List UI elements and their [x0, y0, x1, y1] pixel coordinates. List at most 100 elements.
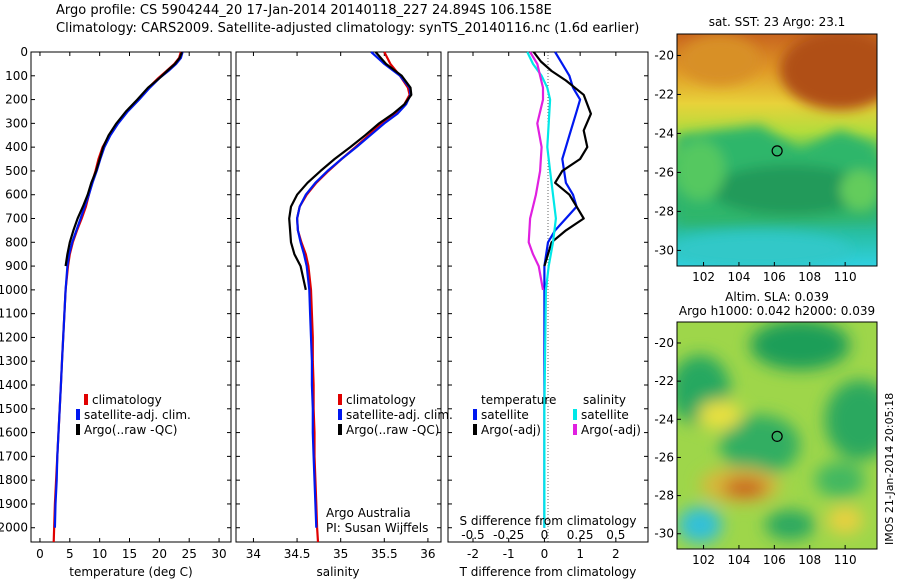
x-tick-label: -1 [503, 547, 515, 561]
temperature-axis: 0 5 10 15 20 25 300100200300400500600700800900… [0, 45, 231, 561]
y-tick-label: 1900 [0, 497, 28, 511]
map-x-tick-label: 106 [763, 553, 786, 567]
y-tick-label: 300 [5, 116, 28, 130]
difference-xlabel: T difference from climatology [459, 565, 637, 579]
figure-title-line1: Argo profile: CS 5904244_20 17-Jan-2014 … [56, 3, 552, 18]
map-y-tick-label: -28 [654, 204, 674, 218]
y-tick-label: 1100 [0, 307, 28, 321]
sst-map-axis: 102 104 106 108 110 -20 -22 -24 -26 -28 -30 [654, 48, 856, 284]
map-x-tick-label: 110 [834, 553, 857, 567]
map-y-tick-label: -26 [654, 165, 674, 179]
s-tick-label: 0.5 [606, 528, 625, 542]
credit-line2: PI: Susan Wijffels [326, 521, 428, 535]
map-y-tick-label: -30 [654, 243, 674, 257]
imos-timestamp: IMOS 21-Jan-2014 20:05:18 [883, 393, 896, 545]
salinity-xlabel: salinity [316, 565, 359, 579]
map-y-tick-label: -20 [654, 336, 674, 350]
x-tick-label: 5 [66, 547, 74, 561]
y-tick-label: 600 [5, 188, 28, 202]
y-tick-label: 800 [5, 235, 28, 249]
map-y-tick-label: -22 [654, 374, 674, 388]
y-tick-label: 1000 [0, 283, 28, 297]
legend-swatch-satellite [338, 409, 342, 420]
temperature-panel: 0 5 10 15 20 25 300100200300400500600700800900… [0, 45, 232, 579]
difference-legend: temperature satellite Argo(-adj) salinit… [473, 393, 641, 437]
legend-label-argo: Argo(..raw -QC) [346, 423, 439, 437]
x-tick-label: 35 [333, 547, 348, 561]
y-tick-label: 1500 [0, 402, 28, 416]
salinity-legend: climatology satellite-adj. clim. Argo(..… [338, 393, 453, 437]
legend-label-argo: Argo(..raw -QC) [84, 423, 177, 437]
s-tick-label: -0.5 [461, 528, 484, 542]
sst-map-panel: sat. SST: 23 Argo: 23.1 102 104 106 108 110 -… [654, 15, 878, 284]
x-tick-label: 20 [152, 547, 167, 561]
legend-label-climatology: climatology [92, 393, 162, 407]
legend-swatch-sal-satellite [573, 409, 577, 420]
series-line-temperature-argo-adj- [532, 51, 593, 267]
legend-swatch-climatology [84, 394, 88, 405]
map-y-tick-label: -20 [654, 48, 674, 62]
y-tick-label: 500 [5, 164, 28, 178]
legend-label-sal-argo: Argo(-adj) [581, 423, 641, 437]
difference-lines [526, 51, 593, 528]
legend-label-satellite: satellite-adj. clim. [346, 408, 453, 422]
x-tick-label: 0 [36, 547, 44, 561]
temperature-xlabel: temperature (deg C) [69, 565, 192, 579]
map-x-tick-label: 108 [798, 553, 821, 567]
map-y-tick-label: -26 [654, 450, 674, 464]
temperature-legend: climatology satellite-adj. clim. Argo(..… [76, 393, 191, 437]
y-tick-label: 100 [5, 69, 28, 83]
legend-swatch-argo [76, 424, 80, 435]
y-tick-label: 1400 [0, 378, 28, 392]
map-x-tick-label: 104 [727, 270, 750, 284]
y-tick-label: 1200 [0, 330, 28, 344]
legend-swatch-climatology [338, 394, 342, 405]
argo-position-marker [771, 430, 783, 442]
y-tick-label: 400 [5, 140, 28, 154]
map-y-tick-label: -28 [654, 489, 674, 503]
series-line-salinity-satellite [526, 51, 558, 528]
argo-position-marker [771, 145, 783, 157]
x-tick-label: 10 [92, 547, 107, 561]
x-tick-label: 36 [420, 547, 435, 561]
y-tick-label: 200 [5, 93, 28, 107]
difference-panel: -2 -1 0 1 2 T difference from climatology S … [447, 51, 649, 579]
series-line-satellite-adj-clim- [296, 51, 412, 528]
x-tick-label: 35.5 [371, 547, 398, 561]
y-tick-label: 900 [5, 259, 28, 273]
series-line-argo-raw-qc- [288, 51, 413, 291]
map-x-tick-label: 104 [727, 553, 750, 567]
legend-label-sal-satellite: satellite [581, 408, 629, 422]
sst-field [677, 34, 877, 266]
s-tick-label: -0.25 [493, 528, 524, 542]
legend-title-temperature: temperature [481, 393, 556, 407]
y-tick-label: 1800 [0, 473, 28, 487]
series-line-satellite-adj-clim- [53, 51, 184, 528]
x-tick-label: 30 [211, 547, 226, 561]
figure-title-line2: Climatology: CARS2009. Satellite-adjuste… [56, 21, 640, 36]
x-tick-label: 1 [576, 547, 584, 561]
legend-swatch-argo [338, 424, 342, 435]
y-tick-label: 2000 [0, 521, 28, 535]
sst-map-title: sat. SST: 23 Argo: 23.1 [709, 15, 846, 29]
y-tick-label: 0 [20, 45, 28, 59]
sla-map-title-line2: Argo h1000: 0.042 h2000: 0.039 [679, 304, 875, 318]
sla-map-axis: 102 104 106 108 110 -20 -22 -24 -26 -28 -30 [654, 336, 856, 567]
credit-line1: Argo Australia [326, 506, 411, 520]
x-tick-label: -2 [467, 547, 479, 561]
y-tick-label: 1700 [0, 449, 28, 463]
x-tick-label: 15 [122, 547, 137, 561]
sla-field [677, 322, 877, 549]
map-x-tick-label: 108 [798, 270, 821, 284]
y-tick-label: 700 [5, 212, 28, 226]
temperature-lines [52, 51, 184, 543]
map-x-tick-label: 106 [763, 270, 786, 284]
series-line-argo-raw-qc- [64, 51, 184, 267]
x-tick-label: 34 [246, 547, 261, 561]
legend-label-climatology: climatology [346, 393, 416, 407]
legend-label-satellite: satellite-adj. clim. [84, 408, 191, 422]
legend-swatch-sal-argo [573, 424, 577, 435]
sla-map-panel: Altim. SLA: 0.039 Argo h1000: 0.042 h200… [654, 290, 878, 567]
salinity-lines [288, 51, 413, 543]
